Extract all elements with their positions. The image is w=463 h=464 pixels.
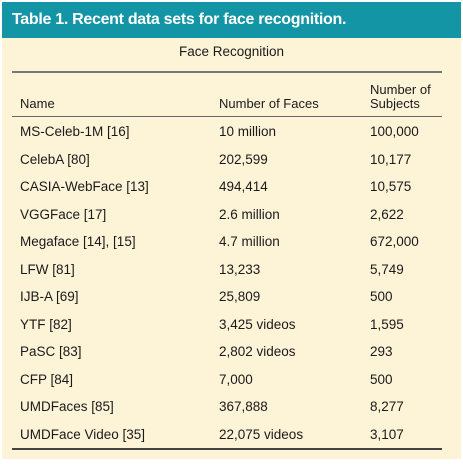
faces-count: 25,809 bbox=[219, 289, 261, 305]
faces-count: 494,414 bbox=[219, 179, 268, 195]
dataset-name: CFP [84] bbox=[20, 371, 74, 387]
table-row: IJB-A [69] 25,809 500 bbox=[2, 283, 461, 311]
table-row: CFP [84] 7,000 500 bbox=[2, 366, 461, 394]
dataset-name: PaSC [83] bbox=[20, 344, 82, 360]
subjects-count: 672,000 bbox=[370, 234, 419, 250]
dataset-name: UMDFace Video [35] bbox=[20, 427, 146, 443]
subjects-count: 3,107 bbox=[370, 427, 404, 443]
table-body: MS-Celeb-1M [16] 10 million 100,000 Cele… bbox=[2, 118, 461, 449]
faces-count: 4.7 million bbox=[219, 234, 280, 250]
subjects-count: 1,595 bbox=[370, 316, 404, 332]
bottom-rule bbox=[12, 448, 442, 450]
table-row: Megaface [14], [15] 4.7 million 672,000 bbox=[2, 228, 461, 256]
subjects-count: 5,749 bbox=[370, 261, 404, 277]
faces-count: 367,888 bbox=[219, 399, 268, 415]
subjects-count: 2,622 bbox=[370, 206, 404, 222]
table-row: UMDFace Video [35] 22,075 videos 3,107 bbox=[2, 421, 461, 449]
subjects-count: 10,177 bbox=[370, 151, 412, 167]
subjects-count: 293 bbox=[370, 344, 393, 360]
top-rule bbox=[12, 71, 442, 73]
dataset-name: UMDFaces [85] bbox=[20, 399, 114, 415]
header-name: Name bbox=[20, 96, 55, 111]
dataset-name: MS-Celeb-1M [16] bbox=[20, 124, 130, 139]
header-rule bbox=[12, 116, 442, 117]
subjects-count: 10,575 bbox=[370, 179, 412, 195]
faces-count: 2.6 million bbox=[219, 206, 280, 222]
table-row: PaSC [83] 2,802 videos 293 bbox=[2, 338, 461, 366]
header-number-of-faces: Number of Faces bbox=[219, 96, 319, 111]
faces-count: 7,000 bbox=[219, 371, 253, 387]
table-row: CASIA-WebFace [13] 494,414 10,575 bbox=[2, 173, 461, 201]
dataset-name: YTF [82] bbox=[20, 316, 72, 332]
header-number-of-subjects: Number of Subjects bbox=[370, 82, 431, 111]
faces-count: 10 million bbox=[219, 124, 277, 139]
group-title: Face Recognition bbox=[178, 44, 285, 59]
table-title: Table 1. Recent data sets for face recog… bbox=[2, 2, 461, 38]
table-row: LFW [81] 13,233 5,749 bbox=[2, 256, 461, 284]
dataset-name: IJB-A [69] bbox=[20, 289, 79, 305]
subjects-count: 8,277 bbox=[370, 399, 404, 415]
faces-count: 2,802 videos bbox=[219, 344, 296, 360]
subjects-count: 500 bbox=[370, 289, 393, 305]
table-row: UMDFaces [85] 367,888 8,277 bbox=[2, 393, 461, 421]
dataset-name: CASIA-WebFace [13] bbox=[20, 179, 149, 195]
faces-count: 13,233 bbox=[219, 261, 261, 277]
table-row: YTF [82] 3,425 videos 1,595 bbox=[2, 311, 461, 339]
dataset-name: CelebA [80] bbox=[20, 151, 90, 167]
table-panel: Table 1. Recent data sets for face recog… bbox=[2, 2, 461, 459]
table-row: VGGFace [17] 2.6 million 2,622 bbox=[2, 201, 461, 229]
faces-count: 22,075 videos bbox=[219, 427, 304, 443]
table-row: MS-Celeb-1M [16] 10 million 100,000 bbox=[2, 118, 461, 146]
faces-count: 202,599 bbox=[219, 151, 268, 167]
faces-count: 3,425 videos bbox=[219, 316, 296, 332]
subjects-count: 100,000 bbox=[370, 124, 419, 139]
dataset-name: LFW [81] bbox=[20, 261, 75, 277]
dataset-name: VGGFace [17] bbox=[20, 206, 107, 222]
subjects-count: 500 bbox=[370, 371, 393, 387]
dataset-name: Megaface [14], [15] bbox=[20, 234, 136, 250]
table-row: CelebA [80] 202,599 10,177 bbox=[2, 146, 461, 174]
